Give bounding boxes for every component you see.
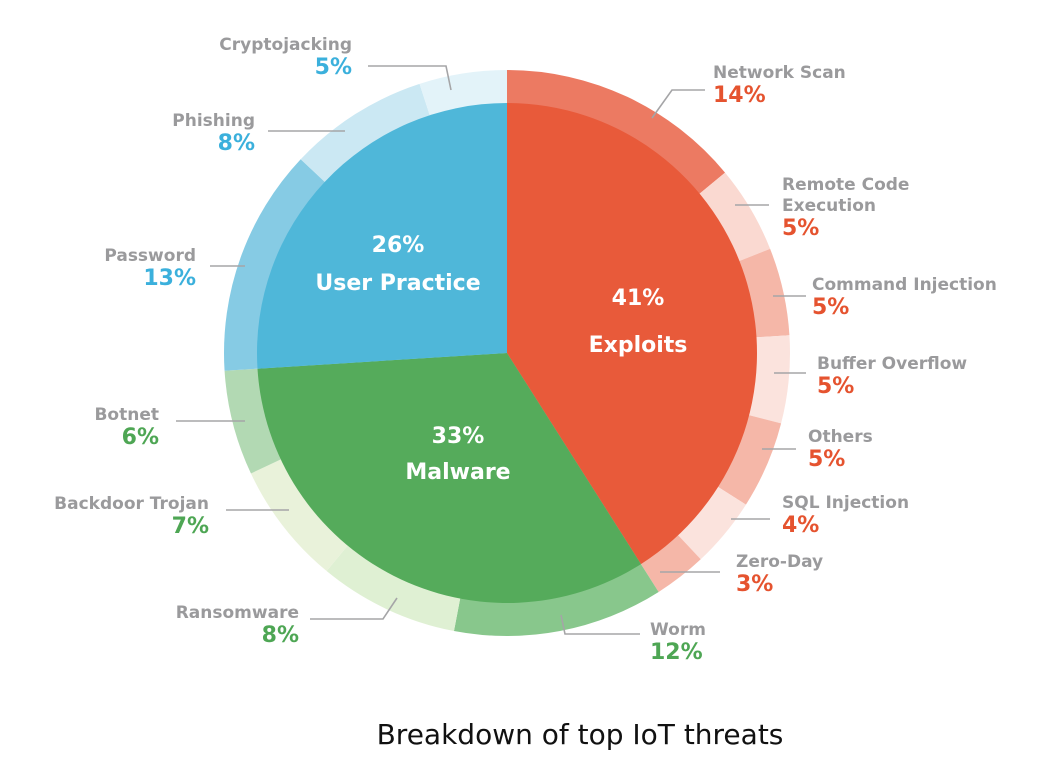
inner-pie [257, 102, 758, 604]
callout-percent: 12% [650, 640, 703, 665]
callout-percent: 6% [122, 425, 159, 450]
callout-name: Cryptojacking [219, 35, 352, 55]
callout-percent: 5% [808, 447, 845, 472]
chart-title-text: Breakdown of top IoT threats [376, 718, 784, 751]
chart-title: Breakdown of top IoT threats [0, 718, 1064, 751]
callout-name: Backdoor Trojan [54, 494, 209, 514]
callout-name: Remote Code [782, 175, 909, 195]
callout-percent: 8% [262, 623, 299, 648]
leader-line-ransomware [310, 597, 398, 620]
callout-percent: 5% [782, 216, 819, 241]
callout-name: Password [104, 246, 196, 266]
leader-lines [176, 65, 806, 635]
callout-percent: 4% [782, 513, 819, 538]
callout-name: Command Injection [812, 275, 997, 295]
leader-line-worm [560, 614, 640, 635]
callout-percent: 5% [812, 295, 849, 320]
pie-slice-exploits [507, 102, 758, 565]
group-percent: 33% [432, 424, 485, 449]
callout-name: Network Scan [713, 63, 846, 83]
callout-name: Zero-Day [736, 552, 823, 572]
callout-name: Botnet [94, 405, 159, 425]
callout-percent: 13% [143, 266, 196, 291]
callout-name: SQL Injection [782, 493, 909, 513]
inner-label-user-practice: 26% User Practice [315, 233, 480, 296]
callout-percent: 3% [736, 572, 773, 597]
group-name: User Practice [315, 271, 480, 296]
group-name: Malware [405, 460, 510, 485]
pie-slice-malware [257, 353, 641, 604]
callout-name: Execution [782, 196, 876, 216]
callout-percent: 5% [817, 374, 854, 399]
leader-line-cryptojacking [368, 65, 452, 91]
callout-percent: 14% [713, 83, 766, 108]
group-percent: 26% [372, 233, 425, 258]
group-name: Exploits [589, 333, 688, 358]
callout-name: Worm [650, 620, 706, 640]
inner-label-malware: 33% Malware [405, 424, 510, 485]
inner-labels: 26% User Practice 41% Exploits 33% Malware [315, 233, 687, 485]
callout-percent: 8% [218, 131, 255, 156]
callout-percent: 5% [315, 55, 352, 80]
callout-name: Others [808, 427, 873, 447]
pie-slice-user-practice [257, 103, 507, 369]
callout-name: Ransomware [176, 603, 299, 623]
inner-label-exploits: 41% Exploits [589, 286, 688, 358]
callout-name: Phishing [172, 111, 255, 131]
callout-name: Buffer Overflow [817, 354, 967, 374]
group-percent: 41% [612, 286, 665, 311]
callout-percent: 7% [172, 514, 209, 539]
leader-line-network-scan [651, 89, 705, 119]
